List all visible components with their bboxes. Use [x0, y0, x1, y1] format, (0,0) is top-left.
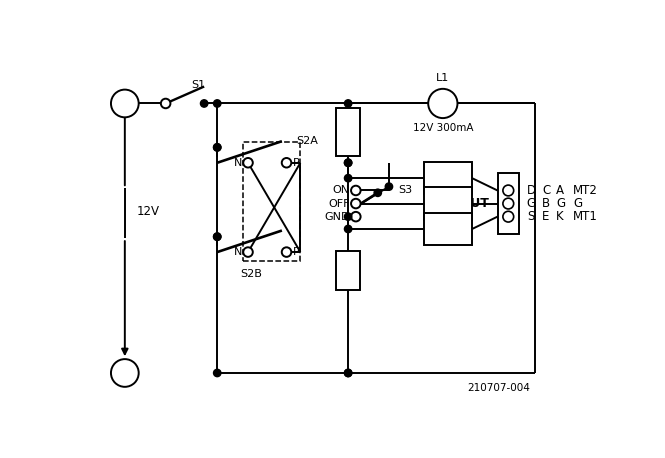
- Circle shape: [351, 212, 360, 221]
- Text: A: A: [556, 184, 564, 197]
- Text: PAD: PAD: [435, 223, 462, 235]
- Text: 210707-004: 210707-004: [467, 383, 531, 393]
- Text: S: S: [527, 210, 534, 223]
- Circle shape: [111, 359, 139, 387]
- Text: C: C: [542, 184, 551, 197]
- Circle shape: [503, 211, 513, 222]
- Circle shape: [213, 233, 221, 240]
- Circle shape: [213, 144, 221, 151]
- Text: K: K: [556, 210, 564, 223]
- Text: PAD: PAD: [435, 197, 462, 210]
- Text: L1: L1: [436, 73, 450, 83]
- Text: MT1: MT1: [573, 210, 598, 223]
- Text: 12V: 12V: [136, 205, 160, 218]
- FancyBboxPatch shape: [424, 187, 472, 220]
- Circle shape: [428, 89, 458, 118]
- FancyBboxPatch shape: [497, 173, 519, 234]
- Text: MT2: MT2: [573, 184, 598, 197]
- FancyBboxPatch shape: [424, 162, 472, 194]
- Circle shape: [213, 144, 221, 151]
- Circle shape: [200, 100, 208, 107]
- Text: S3: S3: [398, 185, 412, 196]
- Text: GND: GND: [324, 212, 350, 222]
- Text: N: N: [233, 247, 242, 257]
- Circle shape: [351, 199, 360, 208]
- Text: +: +: [119, 97, 130, 110]
- Circle shape: [344, 225, 352, 233]
- Text: G: G: [556, 197, 565, 210]
- FancyBboxPatch shape: [336, 251, 360, 290]
- Circle shape: [282, 158, 291, 168]
- Text: S1: S1: [192, 81, 205, 90]
- Text: E: E: [542, 210, 549, 223]
- Circle shape: [351, 185, 360, 195]
- Text: 680Ω: 680Ω: [344, 259, 352, 283]
- Circle shape: [344, 174, 352, 182]
- Text: G: G: [527, 197, 536, 210]
- Text: B: B: [542, 197, 551, 210]
- Text: S2B: S2B: [240, 269, 262, 279]
- Circle shape: [503, 185, 513, 196]
- Text: −: −: [118, 364, 132, 382]
- Text: DUT: DUT: [461, 197, 490, 210]
- Circle shape: [344, 100, 352, 107]
- Text: P: P: [293, 247, 299, 257]
- Circle shape: [344, 369, 352, 376]
- Text: G: G: [573, 197, 582, 210]
- Circle shape: [344, 369, 352, 376]
- Text: ON: ON: [332, 185, 350, 196]
- Circle shape: [243, 158, 253, 168]
- Circle shape: [213, 369, 221, 376]
- Circle shape: [344, 159, 352, 166]
- Circle shape: [344, 213, 352, 220]
- Text: 12V 300mA: 12V 300mA: [412, 123, 473, 133]
- Text: S2A: S2A: [296, 136, 318, 146]
- Text: D: D: [527, 184, 536, 197]
- Text: PAD: PAD: [435, 172, 462, 185]
- Circle shape: [213, 100, 221, 107]
- Text: OFF: OFF: [328, 199, 350, 208]
- Circle shape: [344, 159, 352, 166]
- Text: N: N: [233, 158, 242, 168]
- FancyBboxPatch shape: [424, 213, 472, 245]
- Text: P: P: [293, 158, 299, 168]
- Circle shape: [243, 247, 253, 257]
- Text: 680Ω: 680Ω: [344, 120, 352, 144]
- FancyBboxPatch shape: [336, 108, 360, 156]
- Circle shape: [161, 98, 170, 108]
- Circle shape: [111, 90, 139, 117]
- Circle shape: [374, 189, 382, 196]
- Circle shape: [213, 233, 221, 240]
- Circle shape: [503, 198, 513, 209]
- Circle shape: [282, 247, 291, 257]
- Circle shape: [385, 183, 392, 191]
